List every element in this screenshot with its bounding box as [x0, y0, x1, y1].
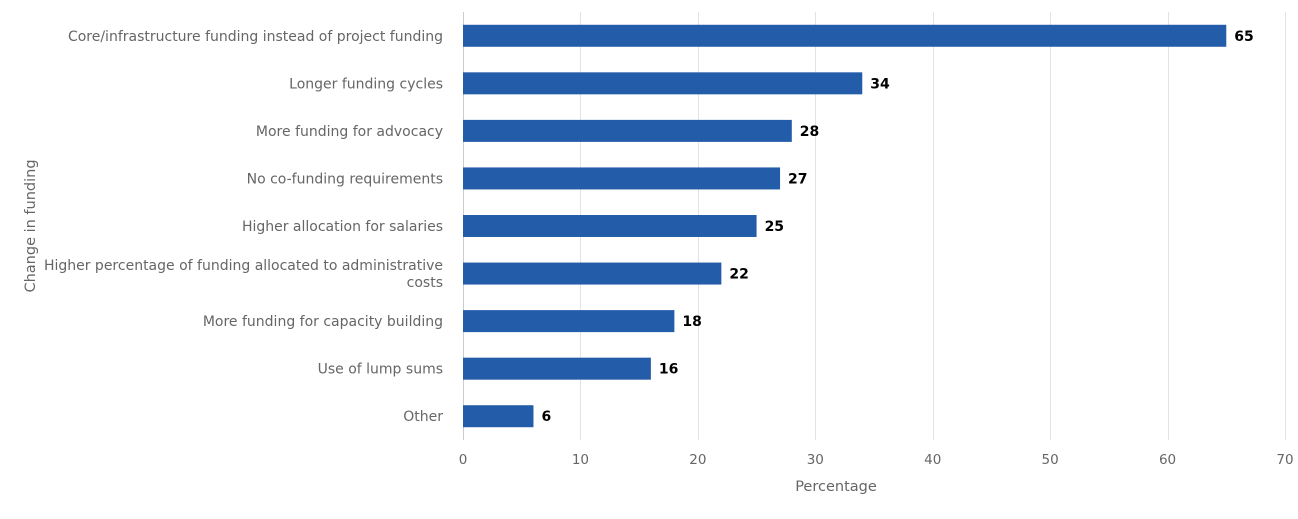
data-label: 18: [682, 314, 701, 330]
bar: [463, 24, 1227, 47]
data-label: 27: [788, 171, 807, 187]
y-axis-title: Change in funding: [23, 159, 39, 292]
bar: [463, 72, 863, 95]
bar: [463, 310, 675, 333]
bar: [463, 119, 792, 142]
category-label: More funding for capacity building: [203, 314, 443, 330]
category-label: Use of lump sums: [318, 362, 443, 378]
data-label: 22: [729, 267, 748, 283]
bar: [463, 262, 722, 285]
category-label: Higher percentage of funding allocated t…: [44, 258, 443, 291]
data-label: 25: [765, 219, 784, 235]
data-label: 28: [800, 124, 819, 140]
x-tick-label: 20: [689, 452, 706, 468]
bars: [463, 24, 1227, 428]
x-tick-label: 30: [807, 452, 824, 468]
data-label: 6: [541, 409, 551, 425]
bar: [463, 405, 534, 428]
x-tick-label: 0: [459, 452, 468, 468]
bar: [463, 167, 781, 190]
x-tick-label: 50: [1042, 452, 1059, 468]
category-label: Longer funding cycles: [289, 76, 443, 92]
bar: [463, 215, 757, 237]
category-label: Higher allocation for salaries: [242, 219, 443, 235]
x-tick-labels: 0 10 20 30 40 50 60 70: [459, 452, 1294, 468]
data-labels: 65 34 28 27 25 22 18 16 6: [541, 29, 1253, 425]
data-label: 16: [659, 362, 678, 378]
category-label: Core/infrastructure funding instead of p…: [68, 29, 443, 45]
data-label: 34: [870, 76, 890, 92]
data-label: 65: [1234, 29, 1253, 45]
category-label: No co-funding requirements: [247, 171, 443, 187]
x-tick-label: 70: [1276, 452, 1293, 468]
x-axis-title: Percentage: [795, 479, 877, 495]
x-tick-label: 10: [572, 452, 589, 468]
bar: [463, 357, 651, 380]
category-label: Other: [403, 409, 443, 425]
x-tick-label: 40: [924, 452, 941, 468]
x-tick-label: 60: [1159, 452, 1176, 468]
category-labels: Core/infrastructure funding instead of p…: [44, 29, 443, 425]
category-label: More funding for advocacy: [256, 124, 443, 140]
